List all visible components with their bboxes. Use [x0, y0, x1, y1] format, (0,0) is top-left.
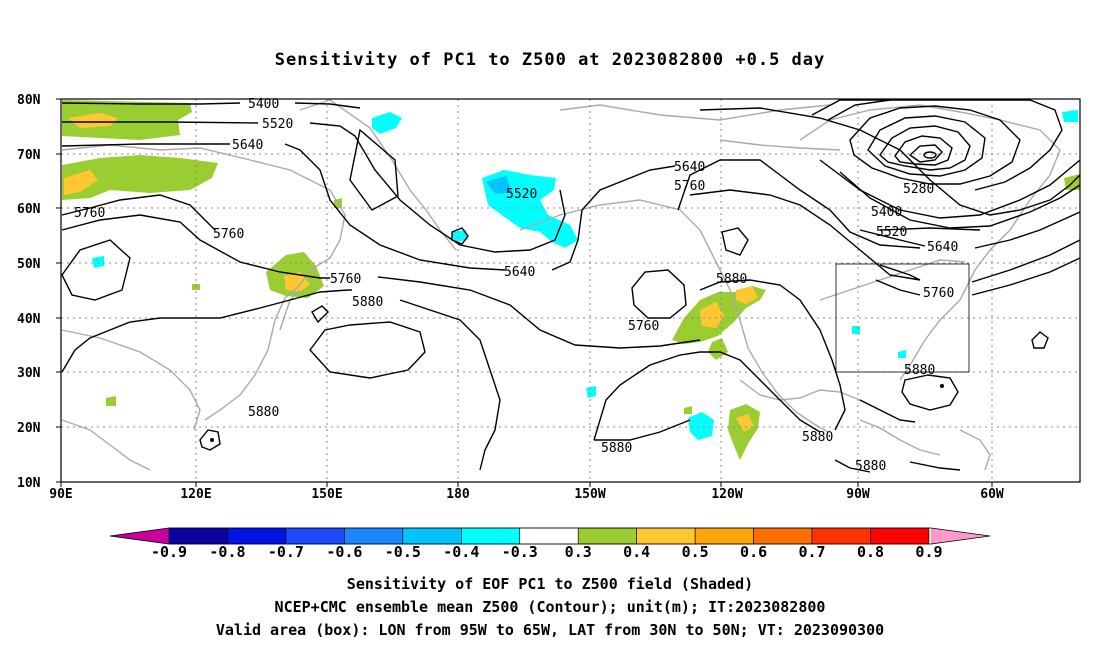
colorbar-swatch	[870, 527, 930, 545]
colorbar-label: 0.8	[857, 543, 884, 561]
lat-tick-label: 80N	[17, 93, 41, 108]
lon-tick-label: 150E	[311, 487, 342, 502]
colorbar-label: -0.9	[151, 543, 187, 561]
lon-tick-label: 180	[446, 487, 470, 502]
lat-tick-label: 10N	[17, 476, 41, 491]
shaded-sensitivity	[62, 100, 1080, 460]
colorbar-swatch	[460, 527, 521, 545]
contour-label: 5400	[871, 205, 902, 220]
lat-axis: 80N 70N 60N 50N 40N 30N 20N 10N	[17, 93, 61, 491]
contour-label: 5640	[232, 138, 263, 153]
colorbar-low-arrow	[110, 528, 169, 544]
lat-tick-label: 30N	[17, 366, 41, 381]
colorbar-label: 0.4	[623, 543, 650, 561]
colorbar-label: -0.5	[385, 543, 421, 561]
caption-line-3: Valid area (box): LON from 95W to 65W, L…	[215, 621, 885, 639]
contour-label: 5760	[74, 206, 105, 221]
lat-lon-grid	[61, 99, 1080, 482]
colorbar-label: -0.8	[209, 543, 245, 561]
colorbar-swatch	[344, 527, 404, 545]
colorbar-swatch	[168, 527, 228, 545]
contour-label: 5760	[674, 179, 705, 194]
lon-tick-label: 150W	[574, 487, 605, 502]
caption-line-1: Sensitivity of EOF PC1 to Z500 field (Sh…	[346, 575, 754, 593]
contour-label: 5880	[716, 272, 747, 287]
lat-tick-label: 60N	[17, 202, 41, 217]
contour-label: 5280	[903, 182, 934, 197]
lon-tick-label: 90W	[846, 487, 870, 502]
contour-label: 5880	[352, 295, 383, 310]
colorbar-label: 0.5	[682, 543, 709, 561]
colorbar-label: 0.3	[565, 543, 592, 561]
lat-tick-label: 20N	[17, 421, 41, 436]
contour-label: 5640	[504, 265, 535, 280]
colorbar-high-arrow	[931, 528, 990, 544]
contour-label: 5520	[262, 117, 293, 132]
lon-tick-label: 90E	[49, 487, 72, 502]
contour-label: 5520	[876, 225, 907, 240]
contour-label: 5880	[248, 405, 279, 420]
colorbar-swatch	[402, 527, 462, 545]
contour-label: 5760	[923, 286, 954, 301]
colorbar-label: 0.6	[740, 543, 767, 561]
contour-center-dots	[210, 151, 944, 442]
colorbar-label: -0.3	[502, 543, 538, 561]
lon-tick-label: 120E	[180, 487, 211, 502]
contour-label: 5880	[855, 459, 886, 474]
colorbar-label: -0.4	[443, 543, 479, 561]
valid-area-box	[835, 263, 970, 373]
lat-tick-label: 70N	[17, 148, 41, 163]
colorbar-swatch	[577, 527, 637, 545]
lon-tick-label: 60W	[980, 487, 1004, 502]
contour-label: 5880	[802, 430, 833, 445]
colorbar-swatch	[227, 527, 287, 545]
contour-label: 5760	[330, 272, 361, 287]
colorbar-label: -0.7	[268, 543, 304, 561]
colorbar: -0.9 -0.8 -0.7 -0.6 -0.5 -0.4 -0.3 0.3 0.4 0.5 0.6…	[109, 527, 991, 561]
coastlines	[61, 99, 1061, 471]
lon-tick-label: 120W	[711, 487, 742, 502]
plot-frame	[60, 98, 1081, 483]
colorbar-swatch	[285, 527, 345, 545]
lat-tick-label: 50N	[17, 257, 41, 272]
figure-title: Sensitivity of PC1 to Z500 at 2023082800…	[274, 50, 826, 70]
contour-label: 5640	[674, 160, 705, 175]
contour-label: 5880	[904, 363, 935, 378]
colorbar-swatch	[811, 527, 871, 545]
contour-label: 5520	[506, 187, 537, 202]
lon-axis: 90E 120E 150E 180 150W 120W 90W 60W	[49, 482, 1004, 502]
colorbar-swatch	[694, 527, 754, 545]
contour-label: 5760	[213, 227, 244, 242]
colorbar-label: 0.7	[799, 543, 826, 561]
contour-labels: 5400 5520 5640 5760 5760 5520 5640 5760 …	[74, 97, 958, 474]
contour-label: 5640	[927, 240, 958, 255]
caption-line-2: NCEP+CMC ensemble mean Z500 (Contour); u…	[274, 598, 826, 616]
colorbar-swatch	[636, 527, 696, 545]
colorbar-swatch	[519, 527, 579, 545]
colorbar-swatch	[753, 527, 813, 545]
colorbar-label: -0.6	[326, 543, 362, 561]
contour-label: 5880	[601, 441, 632, 456]
contour-label: 5400	[248, 97, 279, 112]
contour-label: 5760	[628, 319, 659, 334]
z500-contours	[61, 99, 1081, 473]
lat-tick-label: 40N	[17, 312, 41, 327]
colorbar-label: 0.9	[915, 543, 942, 561]
